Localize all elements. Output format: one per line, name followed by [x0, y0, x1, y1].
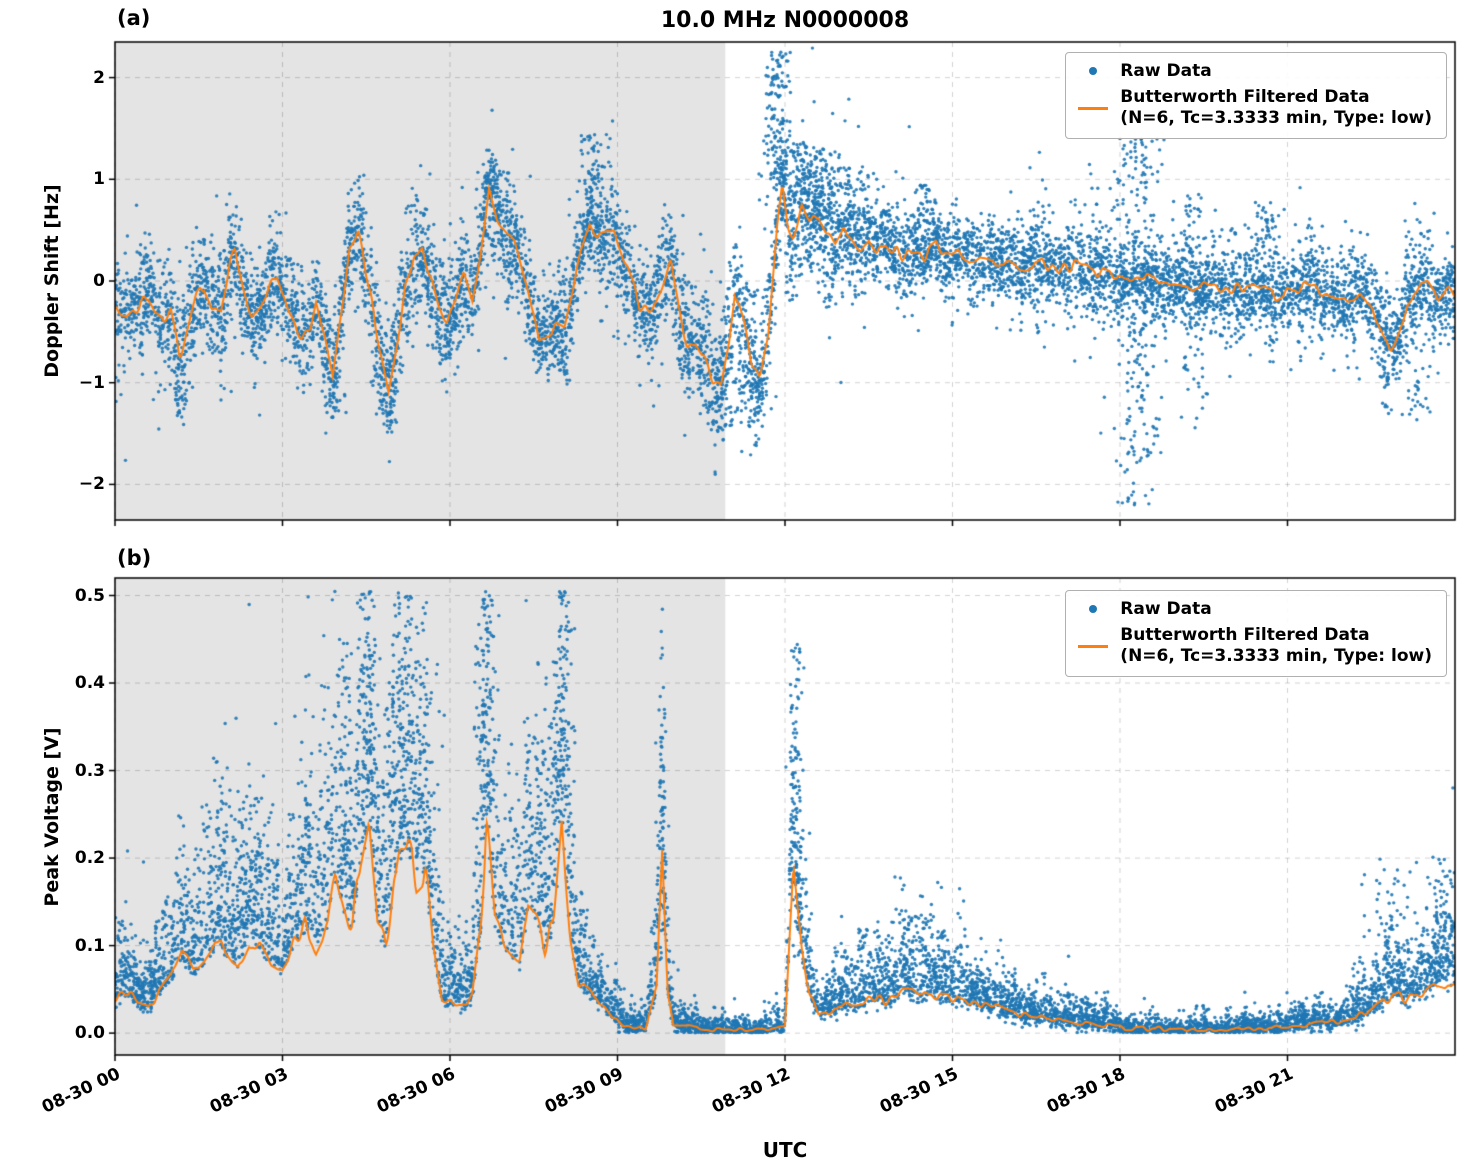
filtered-line-marker-icon	[1076, 644, 1110, 648]
panel-a-label: (a)	[117, 6, 151, 30]
y-tick-label: 2	[93, 67, 105, 88]
x-axis-label: UTC	[762, 1138, 808, 1162]
legend-panel-a: Raw Data Butterworth Filtered Data (N=6,…	[1065, 52, 1447, 139]
legend-entry-filtered: Butterworth Filtered Data (N=6, Tc=3.333…	[1076, 87, 1432, 130]
legend-filtered-sublabel: (N=6, Tc=3.3333 min, Type: low)	[1120, 108, 1432, 129]
y-tick-label: −2	[78, 474, 105, 495]
y-tick-label: 0.3	[74, 760, 105, 781]
y-tick-label: 1	[93, 169, 105, 190]
figure-title: 10.0 MHz N0000008	[660, 8, 910, 33]
panel-b-label: (b)	[117, 546, 152, 570]
legend-entry-raw: Raw Data	[1076, 599, 1432, 619]
y-tick-label: −1	[78, 372, 105, 393]
legend-filtered-label: Butterworth Filtered Data	[1120, 625, 1370, 645]
legend-raw-label: Raw Data	[1120, 61, 1212, 81]
y-axis-label-voltage: Peak Voltage [V]	[41, 727, 63, 907]
y-tick-label: 0.0	[74, 1023, 105, 1044]
y-tick-label: 0.1	[74, 935, 105, 956]
y-tick-label: 0.4	[74, 673, 105, 694]
legend-entry-filtered: Butterworth Filtered Data (N=6, Tc=3.333…	[1076, 625, 1432, 668]
y-tick-label: 0.2	[74, 848, 105, 869]
filtered-line-marker-icon	[1076, 106, 1110, 110]
legend-filtered-sublabel: (N=6, Tc=3.3333 min, Type: low)	[1120, 646, 1432, 667]
legend-raw-label: Raw Data	[1120, 599, 1212, 619]
legend-entry-raw: Raw Data	[1076, 61, 1432, 81]
raw-data-marker-icon	[1076, 605, 1110, 613]
raw-data-marker-icon	[1076, 67, 1110, 75]
y-tick-label: 0.5	[74, 585, 105, 606]
y-tick-label: 0	[93, 271, 105, 291]
legend-panel-b: Raw Data Butterworth Filtered Data (N=6,…	[1065, 590, 1447, 677]
legend-filtered-label: Butterworth Filtered Data	[1120, 87, 1370, 107]
